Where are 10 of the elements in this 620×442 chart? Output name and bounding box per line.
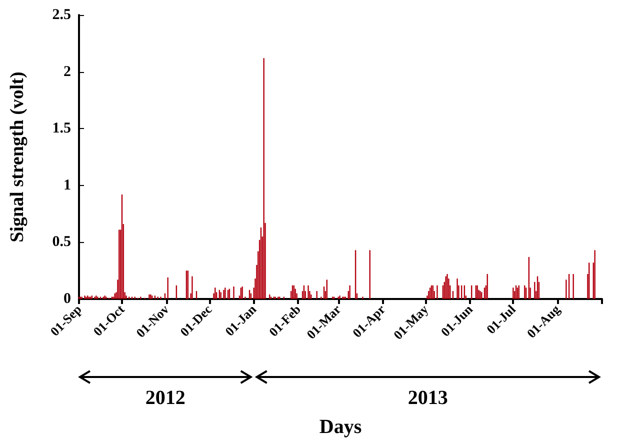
y-tick-label: 1.5 [52, 120, 71, 137]
text: 2012 [145, 387, 186, 409]
y-tick-label: 2 [64, 64, 71, 80]
y-tick-label: 1 [64, 177, 71, 194]
text: 2013 [408, 387, 448, 409]
x-axis-title: Days [319, 416, 362, 438]
y-tick-label: 2.5 [52, 7, 71, 23]
y-tick-label: 0.5 [52, 234, 71, 250]
y-axis-title: Signal strength (volt) [7, 72, 28, 242]
y-tick-label: 0 [64, 291, 71, 307]
